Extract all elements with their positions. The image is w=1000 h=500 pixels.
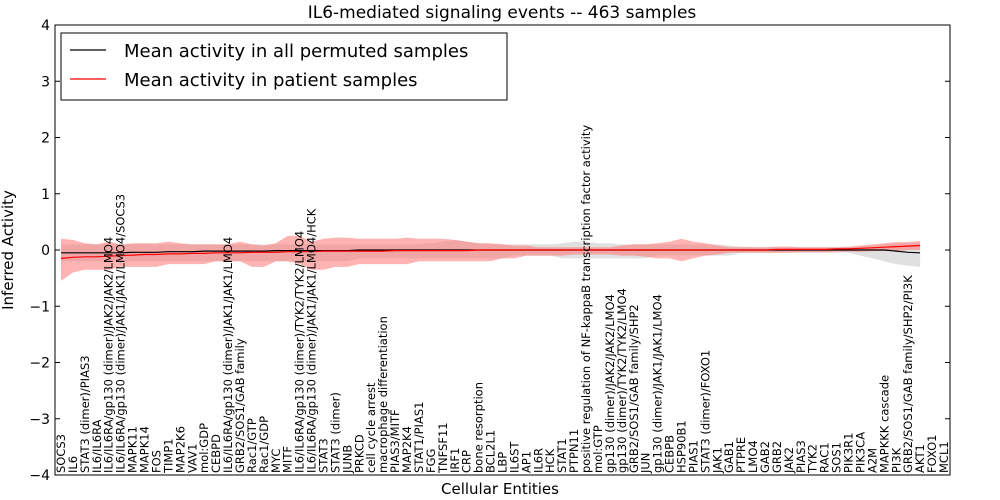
y-tick-label: −3: [29, 412, 50, 428]
legend-label: Mean activity in all permuted samples: [124, 41, 468, 62]
category-label: IL6/IL6RA/gp130 (dimer)/JAK1/JAK1/LMO4/H…: [305, 208, 319, 473]
category-label: GRB2/SOS1/GAB family/SHP2/PI3K: [901, 275, 915, 473]
y-tick-label: −1: [29, 299, 50, 315]
y-tick-label: −2: [29, 356, 50, 372]
category-label: GRB2/SOS1/GAB family/SHP2: [627, 304, 641, 473]
confidence-bands: [61, 236, 920, 281]
legend-label: Mean activity in patient samples: [124, 70, 418, 91]
category-label: MCL1: [937, 441, 951, 473]
y-tick-label: 4: [41, 18, 50, 34]
chart: IL6-mediated signaling events -- 463 sam…: [0, 0, 1000, 500]
legend: Mean activity in all permuted samples Mea…: [61, 33, 507, 100]
y-axis-label: Inferred Activity: [0, 190, 17, 310]
chart-title: IL6-mediated signaling events -- 463 sam…: [308, 3, 697, 23]
y-tick-label: 3: [41, 74, 50, 90]
band-patient: [61, 236, 920, 281]
y-tick-label: 1: [41, 187, 50, 203]
y-tick-label: 2: [41, 131, 50, 147]
y-tick-label: −4: [29, 468, 50, 484]
category-label: positive regulation of NF-kappaB transcr…: [579, 125, 593, 473]
y-tick-label: 0: [41, 243, 50, 259]
x-axis-label: Cellular Entities: [441, 480, 559, 498]
